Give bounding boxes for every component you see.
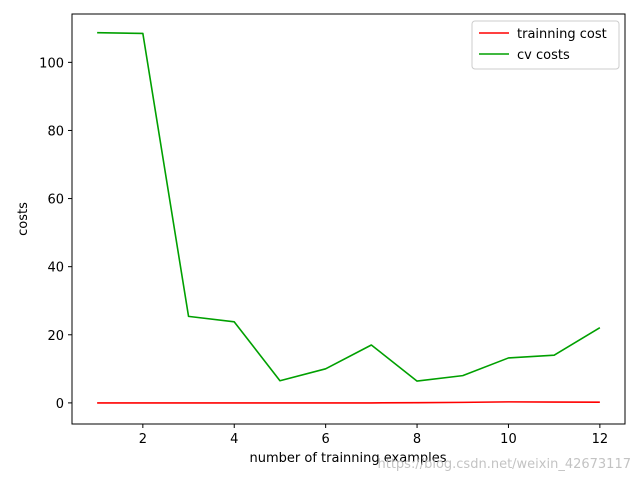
series-line-trainning-cost	[97, 401, 600, 404]
legend-label-trainning-cost: trainning cost	[517, 27, 607, 42]
watermark-text: https://blog.csdn.net/weixin_42673117	[377, 457, 631, 472]
y-tick-label: 80	[47, 124, 64, 139]
y-axis-ticks: 0 20 40 60 80 100	[39, 56, 72, 412]
y-tick-label: 0	[56, 397, 64, 412]
y-axis-label: costs	[16, 202, 31, 236]
legend-label-cv-costs: cv costs	[517, 48, 570, 63]
x-tick-label: 2	[139, 432, 147, 447]
series-line-cv-costs	[97, 31, 601, 382]
x-tick-label: 10	[500, 432, 517, 447]
x-tick-label: 4	[230, 432, 238, 447]
series-layer	[97, 31, 601, 404]
y-tick-label: 100	[39, 56, 64, 71]
x-tick-label: 6	[322, 432, 330, 447]
x-tick-label: 8	[413, 432, 421, 447]
x-tick-label: 12	[592, 432, 609, 447]
y-tick-label: 40	[47, 261, 64, 276]
x-axis-ticks: 2 4 6 8 10 12	[139, 424, 608, 447]
x-axis-label: number of trainning examples	[250, 451, 447, 466]
y-tick-label: 60	[47, 193, 64, 208]
y-tick-label: 20	[47, 329, 64, 344]
legend: trainning cost cv costs	[471, 20, 620, 70]
plot-frame	[71, 13, 626, 425]
